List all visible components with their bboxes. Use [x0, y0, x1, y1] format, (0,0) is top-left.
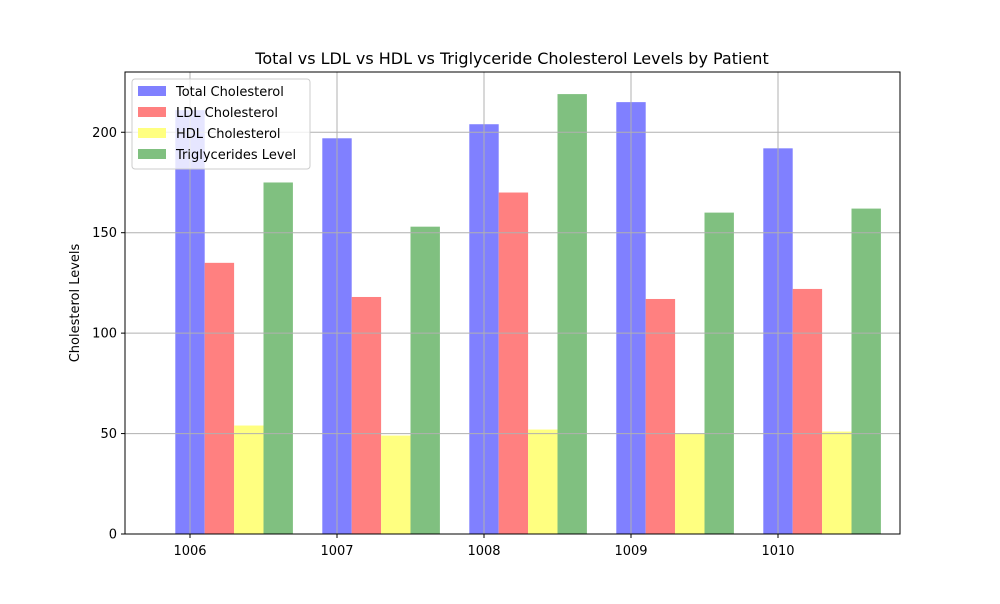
bar-ldl-cholesterol-1010 — [792, 288, 823, 534]
x-tick-label: 1007 — [320, 544, 353, 559]
y-tick-label: 50 — [100, 427, 117, 442]
x-tick-label: 1009 — [614, 544, 647, 559]
bar-hdl-cholesterol-1010 — [822, 431, 852, 534]
bar-triglycerides-level-1009 — [704, 212, 734, 535]
x-tick-label: 1006 — [173, 544, 206, 559]
y-tick-label: 100 — [92, 327, 117, 342]
legend-swatch — [138, 128, 166, 138]
y-tick-label: 0 — [109, 528, 117, 543]
bar-hdl-cholesterol-1007 — [381, 435, 411, 534]
y-tick-label: 200 — [92, 126, 117, 141]
bar-triglycerides-level-1008 — [557, 94, 587, 534]
bar-ldl-cholesterol-1008 — [498, 192, 529, 534]
legend-box — [131, 78, 311, 170]
bar-triglycerides-level-1007 — [410, 226, 440, 535]
bar-hdl-cholesterol-1009 — [675, 433, 705, 534]
bar-hdl-cholesterol-1006 — [234, 425, 264, 534]
legend-label: LDL Cholesterol — [176, 106, 278, 121]
legend-swatch — [138, 86, 166, 96]
legend-label: Total Cholesterol — [175, 85, 284, 100]
legend: Total Cholesterol LDL Cholesterol HDL Chol… — [131, 78, 311, 170]
legend-label: HDL Cholesterol — [176, 127, 281, 142]
legend-label: Triglycerides Level — [175, 148, 296, 163]
bar-ldl-cholesterol-1007 — [351, 296, 382, 534]
axes-frame — [124, 71, 901, 535]
bar-ldl-cholesterol-1009 — [645, 298, 676, 534]
legend-swatch — [138, 107, 166, 117]
y-axis-label: Cholesterol Levels — [68, 243, 83, 362]
bar-ldl-cholesterol-1006 — [204, 262, 235, 534]
chart-title: Total vs LDL vs HDL vs Triglyceride Chol… — [254, 49, 768, 68]
legend-swatch — [138, 149, 166, 159]
plot-area: 0 50 100 150 200 1006 1007 1008 1009 1010 — [92, 71, 901, 559]
bar-triglycerides-level-1010 — [851, 208, 881, 534]
x-tick-label: 1010 — [761, 544, 794, 559]
bar-hdl-cholesterol-1008 — [528, 429, 558, 534]
x-tick-label: 1008 — [467, 544, 500, 559]
y-tick-label: 150 — [92, 226, 117, 241]
bar-triglycerides-level-1006 — [263, 182, 293, 535]
